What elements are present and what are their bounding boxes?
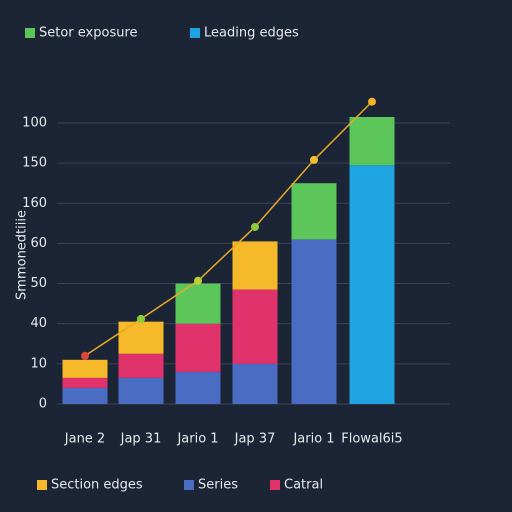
legend-swatch — [184, 480, 194, 490]
x-tick-label: Jane 2 — [64, 432, 105, 447]
bar-segment — [118, 321, 164, 354]
y-tick-label: 100 — [22, 116, 47, 131]
bar-segment — [175, 283, 221, 324]
bar-segment — [118, 353, 164, 378]
legend-swatch — [37, 480, 47, 490]
trend-point — [81, 351, 89, 360]
bar-segment — [62, 377, 108, 388]
y-tick-label: 150 — [22, 156, 47, 171]
x-tick-label: Jap 37 — [234, 432, 276, 447]
bar-segment — [349, 116, 395, 166]
y-tick-label: 60 — [30, 236, 47, 251]
trend-point — [251, 222, 259, 231]
y-tick-label: 50 — [30, 276, 47, 291]
bar-segment — [291, 183, 337, 240]
bar-segment — [291, 239, 337, 404]
bar-segment — [232, 241, 278, 290]
x-tick-label: Flowal6i5 — [341, 432, 402, 447]
legend-label: Setor exposure — [39, 26, 138, 41]
legend-swatch — [190, 28, 200, 38]
x-tick-label: Jario 1 — [176, 432, 218, 447]
bar-segment — [175, 323, 221, 372]
bar-segment — [349, 165, 395, 404]
bar-segment — [232, 289, 278, 364]
bar-segment — [232, 363, 278, 404]
y-tick-label: 40 — [30, 316, 47, 331]
y-tick-label: 10 — [30, 356, 47, 371]
y-tick-label: 0 — [39, 396, 47, 411]
legend-swatch — [270, 480, 280, 490]
x-tick-label: Jap 31 — [120, 432, 162, 447]
y-axis-label: Smmonedtiiie — [15, 210, 30, 300]
y-tick-label: 160 — [22, 196, 47, 211]
legend-swatch — [25, 28, 35, 38]
legend-label: Leading edges — [204, 26, 299, 41]
trend-point — [137, 314, 145, 323]
trend-point — [368, 97, 376, 106]
x-tick-label: Jario 1 — [292, 432, 334, 447]
bar-segment — [118, 377, 164, 404]
legend-label: Catral — [284, 478, 323, 493]
trend-line — [84, 101, 373, 357]
bar-segment — [175, 371, 221, 404]
trend-point — [310, 155, 318, 164]
bar-segment — [62, 359, 108, 378]
bar-segment — [62, 387, 108, 404]
legend-label: Series — [198, 478, 238, 493]
trend-point — [194, 276, 202, 285]
legend-label: Section edges — [51, 478, 143, 493]
